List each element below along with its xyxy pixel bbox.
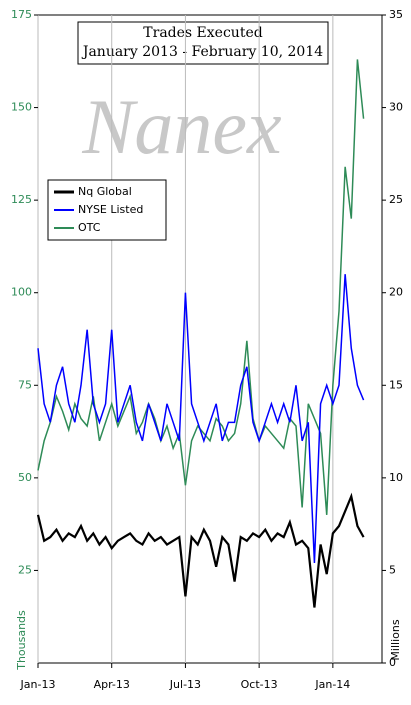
x-tick-label: Jul-13 <box>169 678 201 691</box>
legend-label: NYSE Listed <box>78 203 143 216</box>
series-line <box>37 274 365 564</box>
plot-area <box>37 14 383 664</box>
y2-tick-label: 20 <box>389 286 403 299</box>
title-box <box>77 21 329 65</box>
y-tick-label: 150 <box>11 101 32 114</box>
y2-axis-label: Millions <box>389 619 402 660</box>
x-tick-label: Apr-13 <box>94 678 130 691</box>
y2-tick-label: 5 <box>389 563 396 576</box>
chart-title: Trades Executed <box>143 25 262 41</box>
x-tick-label: Oct-13 <box>241 678 278 691</box>
y-tick-label: 125 <box>11 193 32 206</box>
legend-label: OTC <box>78 221 101 234</box>
y2-tick-label: 0 <box>389 656 396 669</box>
series-line <box>36 492 365 608</box>
x-tick-label: Jan-14 <box>314 678 350 691</box>
chart-subtitle: January 2013 - February 10, 2014 <box>81 44 323 60</box>
y2-tick-label: 30 <box>389 101 403 114</box>
legend-label: Nq Global <box>78 185 132 198</box>
y-tick-label: 75 <box>18 378 32 391</box>
x-tick-label: Jan-13 <box>20 678 56 691</box>
y2-tick-label: 10 <box>389 471 403 484</box>
y2-tick-label: 25 <box>389 193 403 206</box>
y-tick-label: 100 <box>11 286 32 299</box>
watermark: Nanex <box>81 83 282 170</box>
y2-tick-label: 35 <box>389 8 403 21</box>
y-tick-label: 175 <box>11 8 32 21</box>
y-tick-label: 50 <box>18 471 32 484</box>
y-tick-label: 25 <box>18 563 32 576</box>
y-axis-label: Thousands <box>15 610 28 671</box>
y2-tick-label: 15 <box>389 378 403 391</box>
